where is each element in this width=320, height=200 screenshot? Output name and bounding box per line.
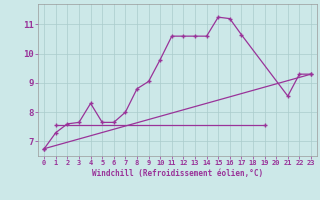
X-axis label: Windchill (Refroidissement éolien,°C): Windchill (Refroidissement éolien,°C) (92, 169, 263, 178)
